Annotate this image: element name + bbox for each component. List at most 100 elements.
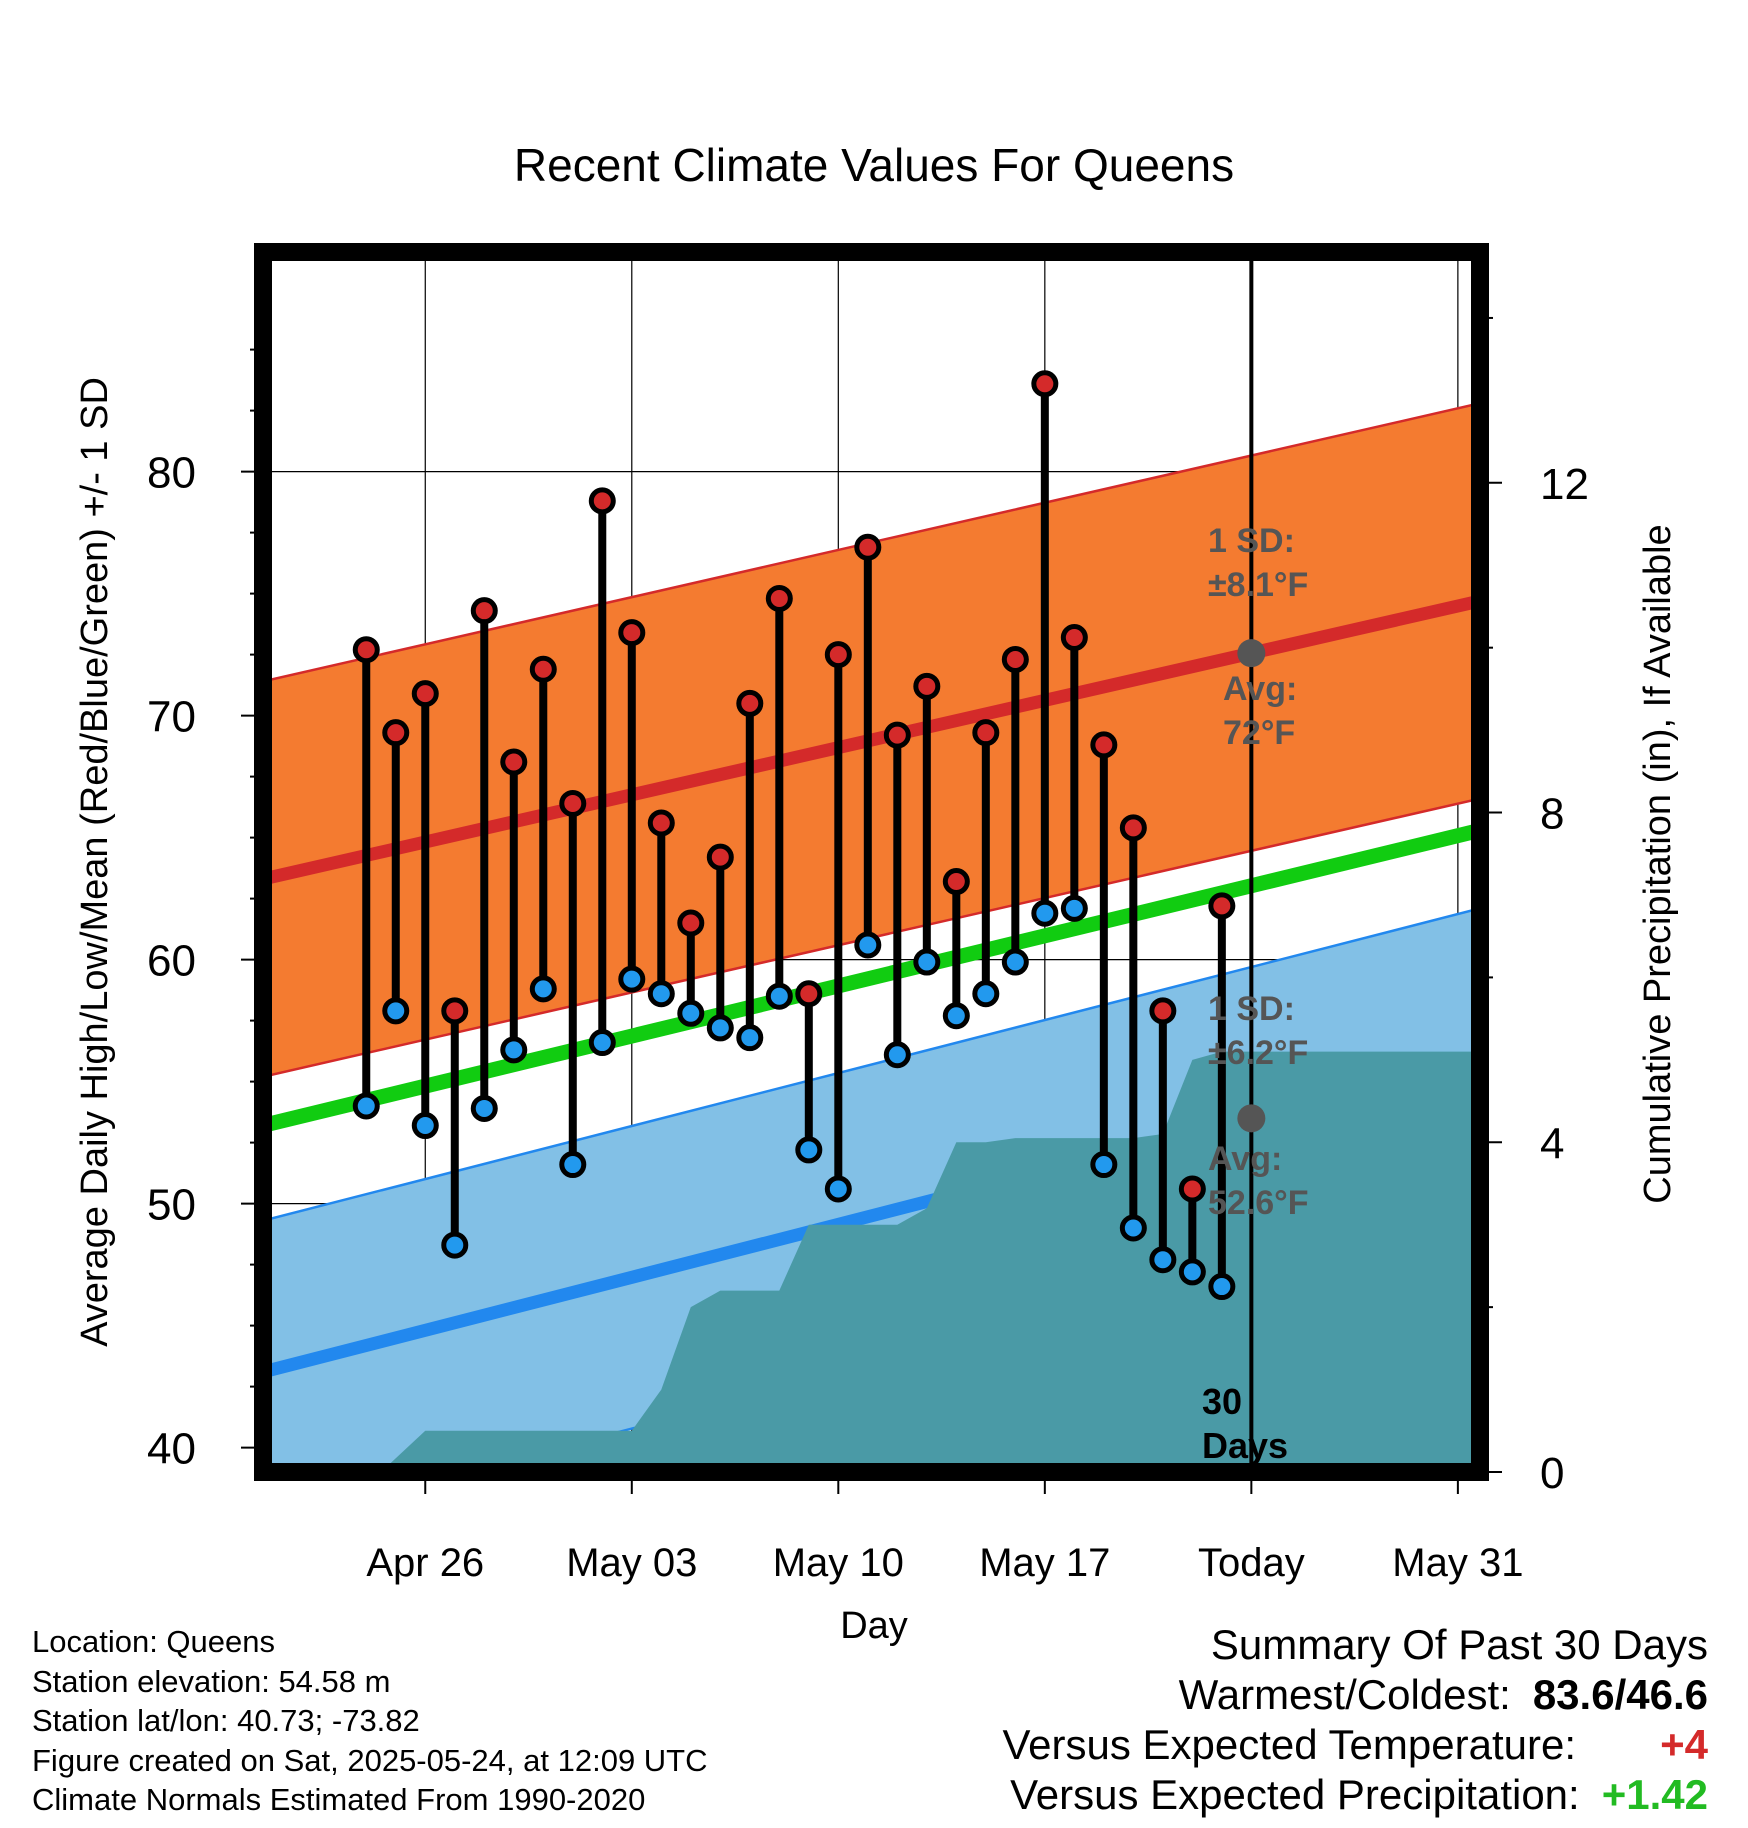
x-axis-label: Day bbox=[840, 1605, 908, 1647]
low-avg-annotation-line1: Avg: bbox=[1208, 1140, 1282, 1178]
high-point bbox=[382, 719, 410, 747]
precip-fill bbox=[381, 1051, 1480, 1472]
low-point bbox=[736, 1024, 764, 1052]
low-sd-annotation-line2: ±6.2°F bbox=[1208, 1034, 1308, 1072]
x-tick-label: May 31 bbox=[1392, 1541, 1523, 1585]
created-text: Figure created on Sat, 2025-05-24, at 12… bbox=[32, 1742, 708, 1778]
high-point bbox=[352, 636, 380, 664]
low-sd-annotation-line1: 1 SD: bbox=[1208, 990, 1295, 1028]
y-tick-label: 40 bbox=[147, 1425, 196, 1474]
low-point bbox=[765, 982, 793, 1010]
chart-annotations: 1 SD: ±8.1°F Avg: 72°F 1 SD: ±6.2°F Avg: 52.6°F… bbox=[1202, 522, 1309, 1466]
high-point bbox=[883, 721, 911, 749]
low-point bbox=[972, 980, 1000, 1008]
precipitation-area bbox=[381, 1051, 1480, 1472]
summary-temp-row: Versus Expected Temperature: +4 bbox=[1002, 1720, 1708, 1770]
x-tick-label: May 10 bbox=[773, 1541, 904, 1585]
high-point bbox=[1001, 645, 1029, 673]
y-tick-label: 70 bbox=[147, 693, 196, 742]
y2-axis-label: Cumulative Precipitation (in), If Availa… bbox=[1637, 524, 1679, 1203]
low-avg-today-marker bbox=[1237, 1104, 1266, 1133]
low-point bbox=[411, 1112, 439, 1140]
temp-anomaly-label: Versus Expected Temperature: bbox=[1002, 1721, 1576, 1768]
y2-tick-label: 8 bbox=[1540, 790, 1564, 839]
x-tick-label: May 17 bbox=[979, 1541, 1110, 1585]
low-point bbox=[647, 980, 675, 1008]
low-point bbox=[529, 975, 557, 1003]
low-avg-annotation-line2: 52.6°F bbox=[1208, 1184, 1309, 1222]
high-point bbox=[854, 533, 882, 561]
y-tick-label: 80 bbox=[147, 449, 196, 498]
elevation-text: Station elevation: 54.58 m bbox=[32, 1663, 391, 1699]
mean-avg-line bbox=[263, 822, 1480, 1133]
low-point bbox=[500, 1036, 528, 1064]
high-point bbox=[972, 719, 1000, 747]
precip-anomaly-value: +1.42 bbox=[1601, 1771, 1708, 1818]
low-point bbox=[382, 997, 410, 1025]
chart-title: Recent Climate Values For Queens bbox=[514, 139, 1234, 191]
low-point bbox=[1149, 1246, 1177, 1274]
y2-tick-label: 0 bbox=[1540, 1449, 1564, 1498]
low-point bbox=[559, 1151, 587, 1179]
high-point bbox=[1149, 997, 1177, 1025]
y-axis-label: Average Daily High/Low/Mean (Red/Blue/Gr… bbox=[74, 377, 116, 1347]
low-point bbox=[913, 948, 941, 976]
summary-title: Summary Of Past 30 Days bbox=[1210, 1621, 1708, 1668]
today-label-line2: Days bbox=[1202, 1425, 1288, 1466]
x-tick-label: May 03 bbox=[566, 1541, 697, 1585]
low-point bbox=[1090, 1151, 1118, 1179]
high-point bbox=[795, 980, 823, 1008]
warmest-value: 83.6/46.6 bbox=[1532, 1671, 1708, 1718]
high-point bbox=[618, 619, 646, 647]
low-point bbox=[706, 1014, 734, 1042]
high-avg-annotation-line2: 72°F bbox=[1223, 714, 1295, 752]
high-point bbox=[1090, 731, 1118, 759]
high-sd-annotation-line1: 1 SD: bbox=[1208, 522, 1295, 560]
high-point bbox=[736, 689, 764, 717]
high-point bbox=[1208, 892, 1236, 920]
y2-tick-label: 12 bbox=[1540, 460, 1589, 509]
location-text: Location: Queens bbox=[32, 1624, 276, 1659]
x-tick-label: Apr 26 bbox=[366, 1541, 484, 1585]
today-label-line1: 30 bbox=[1202, 1381, 1242, 1422]
low-point bbox=[1060, 894, 1088, 922]
temp-anomaly-value: +4 bbox=[1660, 1721, 1708, 1768]
y-tick-label: 60 bbox=[147, 937, 196, 986]
high-point bbox=[824, 641, 852, 669]
station-info: Location: Queens Station elevation: 54.5… bbox=[32, 1622, 708, 1820]
low-point bbox=[588, 1029, 616, 1057]
low-point bbox=[942, 1002, 970, 1030]
high-point bbox=[529, 655, 557, 683]
plot-frame bbox=[254, 243, 1489, 1481]
low-point bbox=[1031, 899, 1059, 927]
high-point bbox=[1060, 624, 1088, 652]
plot-border bbox=[254, 243, 1489, 1481]
high-point bbox=[1031, 370, 1059, 398]
high-sd-annotation-line2: ±8.1°F bbox=[1208, 566, 1308, 604]
high-point bbox=[913, 672, 941, 700]
high-point bbox=[1178, 1175, 1206, 1203]
low-sd-upper-edge bbox=[263, 907, 1480, 1222]
low-point bbox=[352, 1092, 380, 1120]
summary-precip-row: Versus Expected Precipitation: +1.42 bbox=[1002, 1770, 1708, 1820]
low-point bbox=[1001, 948, 1029, 976]
low-point bbox=[854, 931, 882, 959]
high-point bbox=[942, 868, 970, 896]
low-point bbox=[618, 965, 646, 993]
high-point bbox=[706, 843, 734, 871]
latlon-text: Station lat/lon: 40.73; -73.82 bbox=[32, 1703, 420, 1738]
low-point bbox=[1178, 1258, 1206, 1286]
high-point bbox=[1119, 814, 1147, 842]
high-point bbox=[559, 789, 587, 817]
low-sd-band bbox=[263, 908, 1480, 1472]
summary-warmest-row: Warmest/Coldest: 83.6/46.6 bbox=[1002, 1670, 1708, 1720]
low-point bbox=[1119, 1214, 1147, 1242]
low-point bbox=[883, 1041, 911, 1069]
high-point bbox=[470, 597, 498, 625]
high-point bbox=[411, 680, 439, 708]
high-point bbox=[765, 584, 793, 612]
high-avg-today-marker bbox=[1237, 639, 1266, 668]
summary-panel: Summary Of Past 30 Days Warmest/Coldest:… bbox=[1002, 1620, 1708, 1820]
low-point bbox=[795, 1136, 823, 1164]
low-point bbox=[441, 1231, 469, 1259]
